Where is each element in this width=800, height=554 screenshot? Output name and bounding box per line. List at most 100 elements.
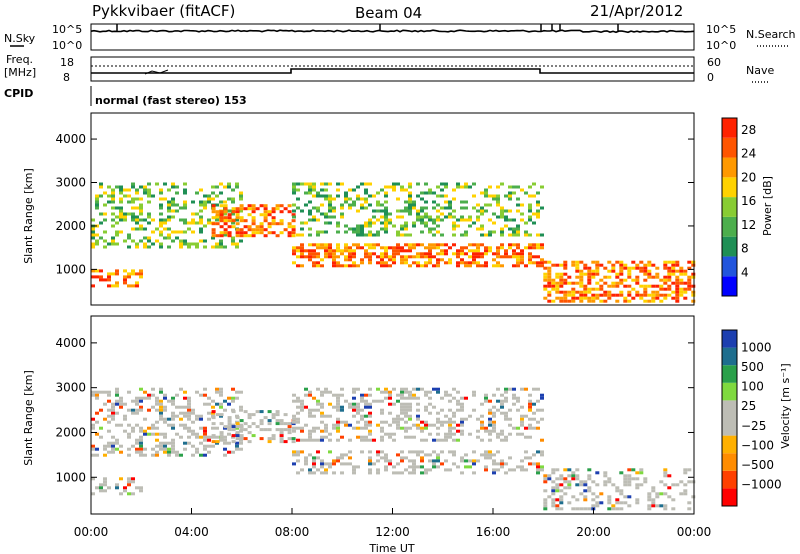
power-echo-cell <box>115 242 119 246</box>
power-echo-cell <box>655 293 660 297</box>
power-echo-cell <box>296 246 300 250</box>
velocity-echo-cell <box>352 390 356 394</box>
velocity-echo-cell <box>404 468 408 472</box>
velocity-echo-cell <box>416 453 420 457</box>
power-echo-cell <box>207 218 211 222</box>
velocity-echo-cell <box>300 438 304 442</box>
velocity-echo-cell <box>496 408 500 412</box>
velocity-echo-cell <box>496 450 500 454</box>
power-echo-cell <box>300 182 304 186</box>
power-echo-cell <box>647 260 652 264</box>
velocity-echo-cell <box>551 471 556 475</box>
velocity-echo-cell <box>223 425 228 429</box>
velocity-echo-cell <box>336 423 340 427</box>
velocity-echo-cell <box>500 405 504 409</box>
power-echo-cell <box>292 203 296 207</box>
freq-label-1: Freq. <box>6 53 33 66</box>
velocity-echo-cell <box>203 438 207 442</box>
power-echo-cell <box>167 245 171 249</box>
power-echo-cell <box>412 206 416 210</box>
power-echo-cell <box>424 200 428 204</box>
power-echo-cell <box>291 234 296 238</box>
power-echo-cell <box>679 278 684 282</box>
power-echo-cell <box>532 212 536 216</box>
power-echo-cell <box>444 182 448 186</box>
power-echo-cell <box>400 255 404 259</box>
velocity-echo-cell <box>460 471 464 475</box>
power-echo-cell <box>95 194 99 198</box>
velocity-echo-cell <box>99 486 103 490</box>
velocity-echo-cell <box>567 483 572 487</box>
velocity-echo-cell <box>155 396 159 400</box>
power-echo-cell <box>308 218 312 222</box>
velocity-echo-cell <box>155 399 159 403</box>
power-echo-cell <box>324 255 328 259</box>
power-echo-cell <box>203 245 207 249</box>
velocity-echo-cell <box>183 426 187 430</box>
power-echo-cell <box>300 255 304 259</box>
velocity-echo-cell <box>364 420 368 424</box>
velocity-echo-cell <box>127 390 131 394</box>
power-echo-cell <box>484 203 488 207</box>
power-echo-cell <box>547 290 552 294</box>
nave-tick-top: 60 <box>707 56 721 69</box>
power-echo-cell <box>667 275 672 279</box>
power-echo-cell <box>283 207 288 211</box>
power-echo-cell <box>512 233 516 237</box>
power-echo-cell <box>440 212 444 216</box>
noise-tick-bottom: 10^0 <box>52 39 82 52</box>
velocity-echo-cell <box>107 414 111 418</box>
velocity-echo-cell <box>139 453 143 457</box>
power-echo-cell <box>183 242 187 246</box>
power-echo-cell <box>91 284 95 288</box>
velocity-echo-cell <box>524 414 528 418</box>
velocity-echo-cell <box>460 405 464 409</box>
power-echo-cell <box>131 272 135 276</box>
power-echo-cell <box>139 212 143 216</box>
velocity-echo-cell <box>412 396 416 400</box>
power-echo-cell <box>328 197 332 201</box>
velocity-echo-cell <box>235 447 239 451</box>
velocity-echo-cell <box>380 456 384 460</box>
power-echo-cell <box>179 239 183 243</box>
velocity-echo-cell <box>687 468 692 472</box>
power-echo-cell <box>356 224 360 228</box>
velocity-echo-cell <box>504 411 508 415</box>
velocity-echo-cell <box>279 419 284 423</box>
power-echo-cell <box>516 264 520 268</box>
power-echo-cell <box>595 281 600 285</box>
velocity-echo-cell <box>488 408 492 412</box>
velocity-echo-cell <box>119 423 123 427</box>
velocity-echo-cell <box>404 435 408 439</box>
velocity-echo-cell <box>575 468 580 472</box>
velocity-echo-cell <box>579 492 584 496</box>
power-echo-cell <box>691 299 696 303</box>
power-echo-cell <box>356 194 360 198</box>
power-echo-cell <box>524 264 528 268</box>
velocity-echo-cell <box>563 492 568 496</box>
power-echo-cell <box>452 209 456 213</box>
power-echo-cell <box>448 258 452 262</box>
power-echo-cell <box>436 194 440 198</box>
velocity-echo-cell <box>251 413 256 417</box>
velocity-echo-cell <box>396 453 400 457</box>
power-echo-cell <box>312 252 316 256</box>
power-echo-cell <box>536 200 540 204</box>
power-echo-cell <box>675 263 680 267</box>
velocity-echo-cell <box>320 405 324 409</box>
velocity-echo-cell <box>308 438 312 442</box>
velocity-echo-cell <box>671 507 676 511</box>
power-echo-cell <box>344 200 348 204</box>
power-echo-cell <box>263 204 268 208</box>
power-echo-cell <box>211 204 216 208</box>
power-echo-cell <box>324 215 328 219</box>
velocity-echo-cell <box>484 450 488 454</box>
nsearch-label: N.Search <box>746 28 796 41</box>
power-echo-cell <box>324 212 328 216</box>
power-echo-cell <box>384 249 388 253</box>
power-echo-cell <box>448 206 452 210</box>
power-echo-cell <box>520 218 524 222</box>
velocity-echo-cell <box>416 396 420 400</box>
velocity-echo-cell <box>508 408 512 412</box>
power-echo-cell <box>579 290 584 294</box>
